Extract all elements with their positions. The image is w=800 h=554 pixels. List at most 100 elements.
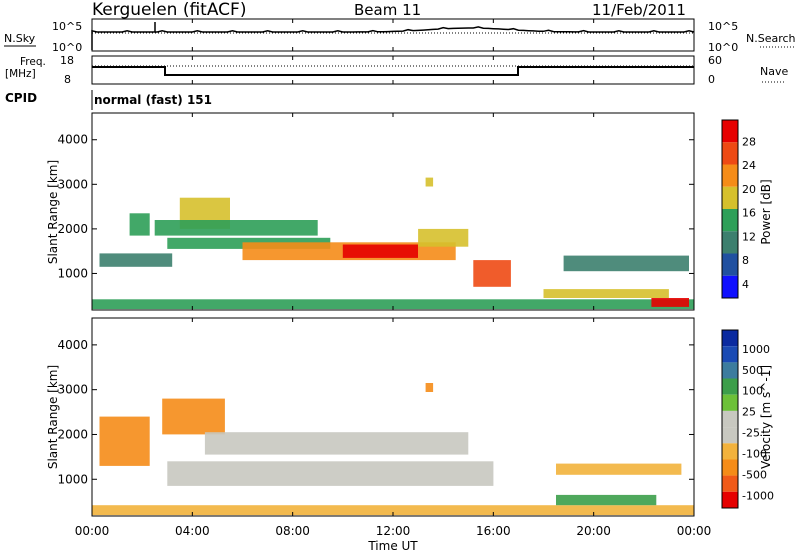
colorbar-frame <box>721 119 739 299</box>
time-axis-label: Time UT <box>367 539 418 553</box>
range-time-cell <box>418 228 469 247</box>
velocity-ylabel: Slant Range [km] <box>46 365 60 469</box>
colorbar-swatch <box>722 475 738 492</box>
date-label: 11/Feb/2011 <box>592 1 686 19</box>
velocity-yaxis: 1000 2000 3000 4000 <box>57 338 694 486</box>
range-time-cell <box>99 416 150 466</box>
colorbar-swatch <box>722 186 738 210</box>
colorbar-swatch <box>722 330 738 347</box>
colorbar-tick-label: 12 <box>742 230 756 243</box>
cpid-label: CPID <box>5 91 37 105</box>
nsearch-tick-high: 10^5 <box>708 20 738 33</box>
range-time-cell <box>167 461 494 486</box>
nave-tick-low: 0 <box>708 73 715 86</box>
colorbar-swatch <box>722 142 738 165</box>
range-time-cell <box>92 299 694 310</box>
y-tick-label: 1000 <box>57 472 88 486</box>
colorbar-tick-label: 8 <box>742 254 749 267</box>
colorbar-swatch <box>722 275 738 299</box>
range-time-cell <box>473 260 511 287</box>
colorbar-tick-label: 4 <box>742 278 749 291</box>
colorbar-tick-label: 500 <box>742 364 763 377</box>
colorbar-swatch <box>722 120 738 143</box>
colorbar-swatch <box>722 362 738 379</box>
colorbar-swatch <box>722 410 738 428</box>
range-time-cell <box>425 177 434 187</box>
colorbar-tick-label: -1000 <box>742 489 774 502</box>
y-tick-label: 1000 <box>57 266 88 280</box>
freq-trace <box>92 66 694 76</box>
range-time-cell <box>129 213 150 236</box>
colorbar-swatch <box>722 394 738 411</box>
colorbar-tick-label: 16 <box>742 207 756 220</box>
range-time-cell <box>162 398 225 435</box>
colorbar-tick-label: -25 <box>742 427 760 440</box>
range-time-cell <box>92 505 694 516</box>
nsky-tick-high: 10^5 <box>52 20 82 33</box>
range-time-cell <box>99 253 173 267</box>
freq-label-line1: Freq. <box>20 56 46 68</box>
freq-label-line2: [MHz] <box>5 68 36 80</box>
range-time-cell <box>543 289 669 298</box>
y-tick-label: 2000 <box>57 222 88 236</box>
beam-label: Beam 11 <box>354 1 421 19</box>
colorbar-frame <box>721 329 739 509</box>
cpid-value: normal (fast) 151 <box>94 93 212 107</box>
nsearch-tick-low: 10^0 <box>708 41 738 54</box>
power-colorbar-label: Power [dB] <box>759 179 773 244</box>
colorbar-tick-label: 100 <box>742 385 763 398</box>
y-tick-label: 3000 <box>57 177 88 191</box>
x-tick-label: 16:00 <box>476 524 511 538</box>
range-time-cell <box>651 298 689 307</box>
nsky-label: N.Sky <box>4 32 36 45</box>
x-tick-label: 08:00 <box>275 524 310 538</box>
nave-label: Nave <box>760 65 788 78</box>
power-panel <box>92 177 694 310</box>
colorbar-swatch <box>722 209 738 232</box>
colorbar-tick-label: 28 <box>742 135 756 148</box>
y-tick-label: 3000 <box>57 383 88 397</box>
colorbar-swatch <box>722 459 738 476</box>
time-axis: 00:00 04:00 08:00 12:00 16:00 20:00 00:00 <box>75 19 712 538</box>
range-time-cell <box>154 220 318 236</box>
freq-tick-low: 8 <box>64 73 71 86</box>
station-title: Kerguelen (fitACF) <box>92 0 246 20</box>
velocity-colorbar-label: Velocity [m s^-1] <box>759 365 773 469</box>
range-time-cell <box>204 432 469 455</box>
y-tick-label: 2000 <box>57 427 88 441</box>
x-tick-label: 20:00 <box>576 524 611 538</box>
colorbar-tick-label: -100 <box>742 448 767 461</box>
x-tick-label: 04:00 <box>175 524 210 538</box>
range-time-cell <box>556 463 682 475</box>
y-tick-label: 4000 <box>57 133 88 147</box>
colorbar-swatch <box>722 443 738 460</box>
range-time-cell <box>342 244 418 258</box>
colorbar-swatch <box>722 427 738 444</box>
x-tick-label: 00:00 <box>75 524 110 538</box>
freq-strip-frame <box>91 55 695 85</box>
colorbar-swatch <box>722 253 738 276</box>
velocity-panel <box>92 383 694 516</box>
range-time-cell <box>425 383 434 392</box>
nsky-tick-low: 10^0 <box>52 41 82 54</box>
range-time-cell <box>556 494 657 506</box>
nsky-trace <box>91 26 695 50</box>
colorbar-tick-label: 24 <box>742 159 756 172</box>
power-ylabel: Slant Range [km] <box>46 160 60 264</box>
colorbar-swatch <box>722 346 738 363</box>
power-colorbar: 28 24 20 16 12 8 4 <box>721 119 756 299</box>
nave-tick-high: 60 <box>708 54 722 67</box>
x-tick-label: 12:00 <box>376 524 411 538</box>
freq-tick-high: 18 <box>60 54 74 67</box>
colorbar-swatch <box>722 231 738 254</box>
colorbar-swatch <box>722 378 738 395</box>
x-tick-label: 00:00 <box>677 524 712 538</box>
y-tick-label: 4000 <box>57 338 88 352</box>
nsky-strip-frame <box>91 18 695 52</box>
colorbar-tick-label: -500 <box>742 469 767 482</box>
power-yaxis: 1000 2000 3000 4000 <box>57 133 694 280</box>
colorbar-tick-label: 1000 <box>742 343 770 356</box>
range-time-cell <box>563 255 689 272</box>
velocity-colorbar: 1000 500 100 25 -25 -100 -500 -1000 <box>721 329 774 509</box>
